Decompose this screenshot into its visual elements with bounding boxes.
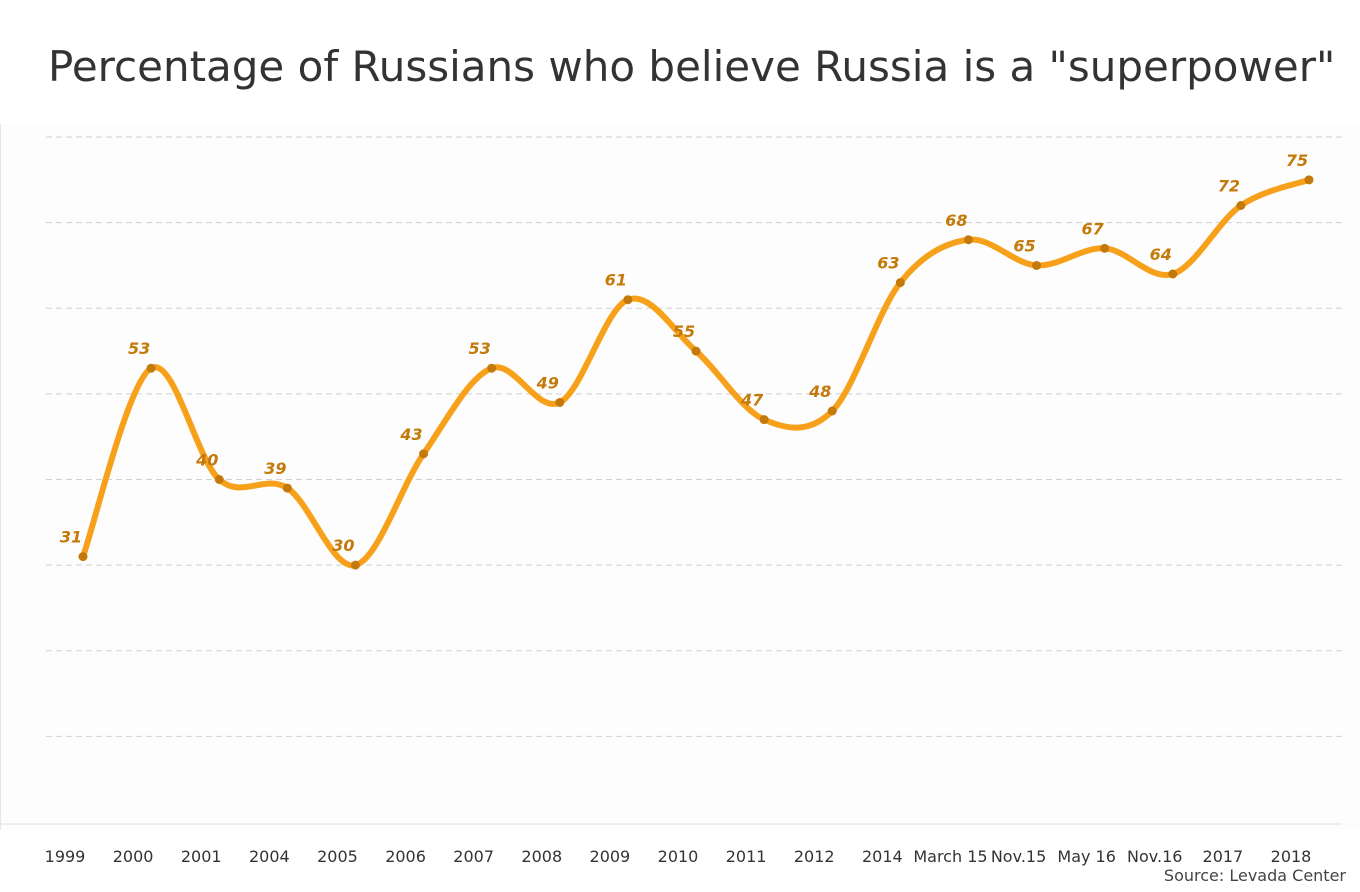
data-label: 39 <box>264 459 286 478</box>
data-point <box>1304 175 1314 185</box>
data-label: 72 <box>1218 177 1240 196</box>
data-label: 53 <box>469 339 491 358</box>
data-label: 43 <box>399 425 422 444</box>
data-label: 61 <box>605 271 627 290</box>
x-tick-label: 2005 <box>317 847 358 866</box>
data-point <box>895 278 905 288</box>
data-point <box>1032 260 1042 270</box>
data-label: 48 <box>808 382 831 401</box>
data-label: 68 <box>945 211 967 230</box>
chart-title: Percentage of Russians who believe Russi… <box>48 42 1336 91</box>
x-tick-label: March 15 <box>913 847 987 866</box>
x-tick-label: 2014 <box>862 847 903 866</box>
x-tick-label: 2011 <box>726 847 767 866</box>
x-tick-label: 2001 <box>181 847 222 866</box>
data-point <box>1100 243 1110 253</box>
plot-area <box>0 124 1360 830</box>
data-label: 49 <box>536 373 559 392</box>
plot-left-edge <box>0 124 1 830</box>
data-label: 30 <box>332 536 354 555</box>
data-point <box>691 346 701 356</box>
data-point <box>1236 201 1246 210</box>
data-point <box>214 475 224 484</box>
data-point <box>963 235 973 245</box>
data-label: 55 <box>673 322 695 341</box>
data-label: 65 <box>1013 236 1035 255</box>
data-point <box>146 363 156 373</box>
x-tick-label: 2004 <box>249 847 290 866</box>
data-label: 67 <box>1082 219 1105 238</box>
data-label: 63 <box>877 254 899 273</box>
source-note: Source: Levada Center <box>1163 866 1346 885</box>
x-tick-label: 2009 <box>590 847 631 866</box>
x-tick-label: Nov.16 <box>1127 847 1182 866</box>
data-point <box>419 449 429 459</box>
data-label: 40 <box>195 451 218 470</box>
x-tick-label: 1999 <box>45 847 86 866</box>
data-point <box>623 295 633 305</box>
x-tick-label: May 16 <box>1057 847 1116 866</box>
x-tick-label: Nov.15 <box>991 847 1046 866</box>
data-label: 53 <box>128 339 150 358</box>
x-tick-label: 2012 <box>794 847 835 866</box>
data-point <box>78 552 88 562</box>
x-tick-label: 2006 <box>385 847 426 866</box>
data-point <box>487 363 497 373</box>
data-point <box>350 560 360 570</box>
data-label: 64 <box>1150 245 1172 264</box>
data-point <box>827 406 837 416</box>
data-point <box>759 415 769 425</box>
data-point <box>555 397 565 407</box>
x-tick-label: 2000 <box>113 847 154 866</box>
data-label: 47 <box>740 391 764 410</box>
x-tick-label: 2007 <box>453 847 494 866</box>
data-label: 75 <box>1286 151 1308 170</box>
data-point <box>1168 269 1178 279</box>
data-label: 31 <box>60 528 82 547</box>
x-tick-label: 2017 <box>1203 847 1244 866</box>
x-tick-label: 2008 <box>521 847 562 866</box>
data-point <box>282 483 292 493</box>
x-tick-label: 2018 <box>1271 847 1312 866</box>
series-line <box>80 176 1312 569</box>
x-tick-label: 2010 <box>658 847 699 866</box>
